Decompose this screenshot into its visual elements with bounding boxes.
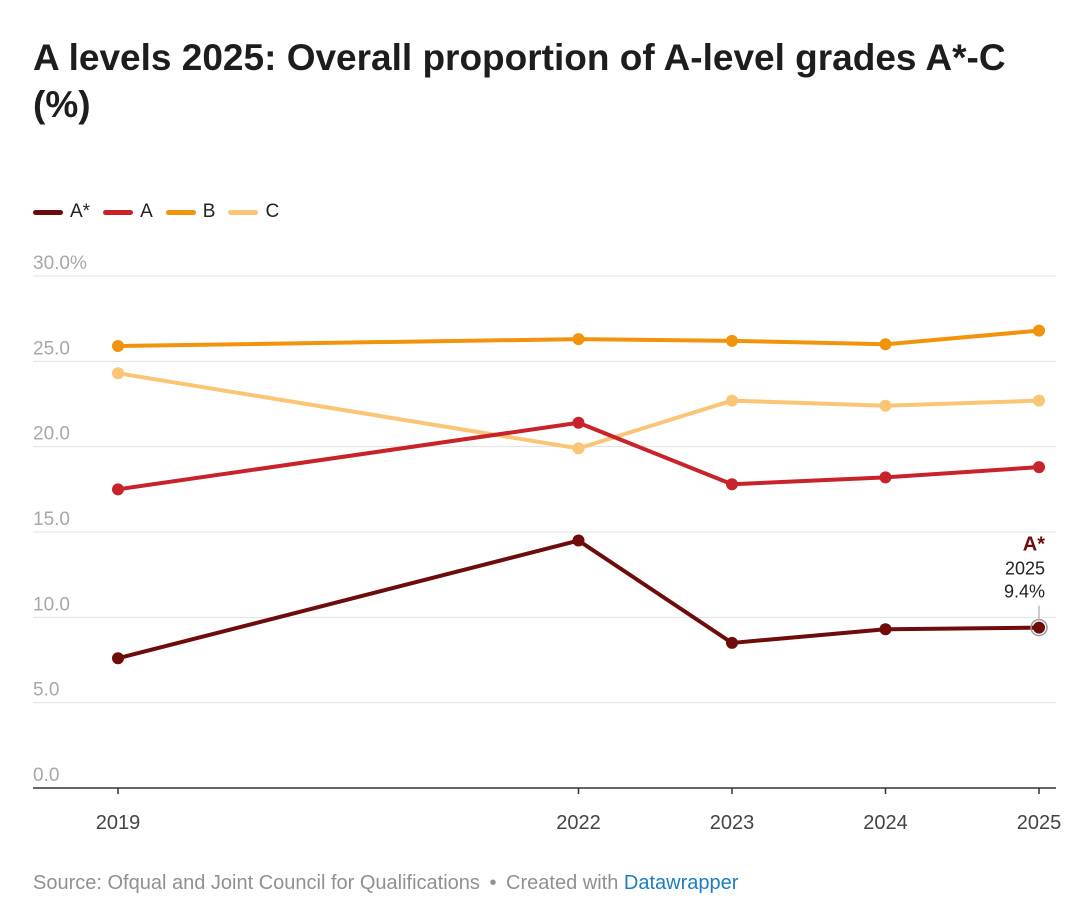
- data-point-c: [112, 367, 124, 380]
- data-point-a-star: [1033, 621, 1045, 634]
- x-tick-label: 2019: [96, 812, 141, 834]
- source-text: Source: Ofqual and Joint Council for Qua…: [33, 872, 480, 894]
- chart-legend: A* A B C: [33, 199, 292, 225]
- footer: Source: Ofqual and Joint Council for Qua…: [33, 872, 738, 895]
- series-lines: [116, 328, 1041, 661]
- line-chart: 0.0 5.0 10.0 15.0 20.0 25.0 30.0% 2019 2022 2023 2…: [33, 253, 1061, 834]
- chart-title: A levels 2025: Overall proportion of A-l…: [33, 37, 1006, 125]
- legend-swatch-b: [165, 209, 196, 215]
- data-point-a-star: [726, 636, 738, 649]
- y-tick-label: 30.0%: [33, 253, 87, 274]
- data-point-b: [1033, 324, 1045, 337]
- y-tick-label: 25.0: [33, 338, 70, 359]
- legend-label-c: C: [265, 201, 280, 222]
- data-point-b: [572, 333, 585, 346]
- data-point-b: [112, 339, 124, 352]
- legend-label-a-star: A*: [70, 201, 91, 222]
- legend-label-a: A: [140, 201, 153, 222]
- y-tick-label: 20.0: [33, 424, 70, 445]
- data-point-c: [726, 394, 738, 407]
- legend-item-b: B: [165, 201, 216, 223]
- datawrapper-link[interactable]: Datawrapper: [623, 872, 739, 894]
- data-point-a: [572, 416, 585, 429]
- tick-labels: 0.0 5.0 10.0 15.0 20.0 25.0 30.0% 2019 2022 2023 2…: [33, 253, 1061, 834]
- legend-swatch-a: [103, 209, 134, 215]
- annotation-series-label: A*: [1023, 534, 1045, 556]
- y-tick-label: 0.0: [33, 765, 59, 786]
- data-point-a: [112, 483, 124, 496]
- annotation: A* 2025 9.4%: [1004, 534, 1048, 637]
- series-line-a: [116, 420, 1041, 492]
- data-point-b: [726, 334, 738, 347]
- legend-swatch-a-star: [33, 209, 63, 215]
- data-point-a: [1033, 461, 1045, 474]
- y-tick-label: 5.0: [33, 680, 59, 701]
- annotation-year: 2025: [1005, 559, 1045, 579]
- legend-item-c: C: [228, 201, 279, 223]
- legend-item-a: A: [103, 201, 153, 223]
- created-with-text: Created with: [506, 872, 619, 894]
- data-point-c: [572, 442, 585, 455]
- data-point-a-star: [879, 623, 892, 636]
- series-points: [112, 324, 1045, 665]
- data-point-a: [879, 471, 892, 484]
- footer-separator: •: [489, 872, 497, 894]
- data-point-a: [726, 478, 738, 491]
- x-tick-label: 2025: [1017, 812, 1062, 834]
- series-line-a-star: [116, 538, 1041, 661]
- series-line-c: [116, 371, 1041, 451]
- data-point-b: [879, 338, 892, 351]
- data-point-c: [879, 399, 892, 412]
- legend-label-b: B: [202, 201, 216, 222]
- data-point-c: [1033, 394, 1045, 407]
- x-tick-label: 2022: [556, 812, 601, 834]
- legend-item-a-star: A*: [33, 201, 90, 223]
- x-tick-label: 2023: [710, 812, 755, 834]
- data-point-a-star: [112, 652, 124, 665]
- legend-swatch-c: [228, 209, 259, 215]
- highlight-ring: [1030, 618, 1048, 637]
- y-tick-label: 10.0: [33, 594, 70, 615]
- data-point-a-star: [572, 534, 585, 547]
- x-tick-label: 2024: [863, 812, 908, 834]
- grid-lines: [33, 275, 1056, 794]
- annotation-value: 9.4%: [1004, 582, 1045, 602]
- y-tick-label: 15.0: [33, 509, 70, 530]
